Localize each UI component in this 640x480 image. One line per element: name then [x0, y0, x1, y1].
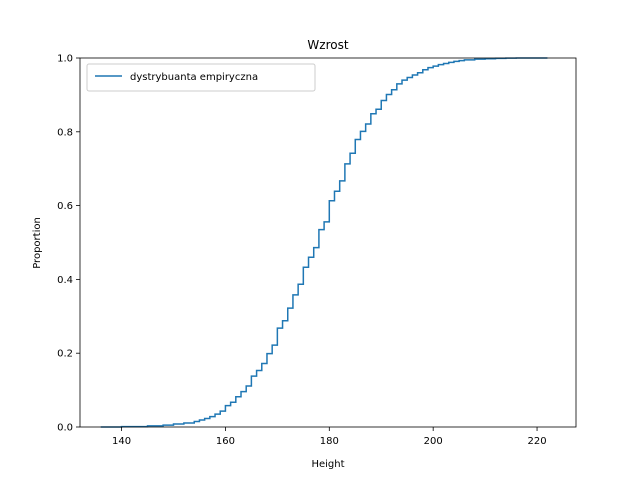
y-tick-label: 0.2: [57, 349, 73, 360]
y-axis-label: Proportion: [32, 217, 43, 269]
x-tick-label: 160: [216, 436, 235, 447]
plot-area: [79, 57, 577, 428]
x-tick-label: 220: [528, 436, 547, 447]
ecdf-series-line: [100, 57, 548, 428]
x-tick-label: 180: [320, 436, 339, 447]
plot-frame: [79, 57, 577, 428]
legend: dystrybuanta empiryczna: [86, 63, 316, 92]
chart-title: Wzrost: [307, 38, 348, 52]
legend-label: dystrybuanta empiryczna: [130, 72, 258, 83]
y-tick-label: 0.8: [57, 127, 73, 138]
y-tick-label: 1.0: [57, 54, 73, 65]
y-axis: 0.0 0.2 0.4 0.6 0.8 1.0: [57, 54, 80, 434]
x-axis: 140 160 180 200 220: [112, 427, 547, 447]
y-tick-label: 0.4: [57, 275, 73, 286]
x-tick-label: 140: [112, 436, 131, 447]
y-tick-label: 0.0: [57, 423, 73, 434]
x-axis-label: Height: [311, 459, 344, 470]
legend-box: [86, 63, 316, 92]
x-tick-label: 200: [424, 436, 443, 447]
y-tick-label: 0.6: [57, 201, 73, 212]
